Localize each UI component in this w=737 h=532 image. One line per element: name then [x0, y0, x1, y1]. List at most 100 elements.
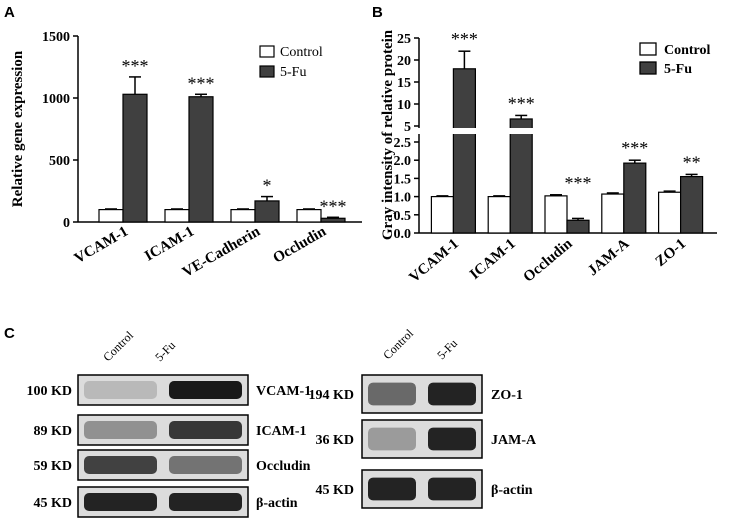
panel-label-b: B — [372, 4, 383, 21]
blot-lane-label: 5-Fu — [152, 338, 178, 364]
chart-b-significance: *** — [565, 173, 592, 193]
chart-b-y-tick-label: 1.0 — [394, 191, 412, 206]
chart-a-category-label: VCAM-1 — [72, 224, 131, 267]
blot-kd-label: 36 KD — [316, 433, 355, 448]
chart-b-legend-swatch-control — [639, 42, 657, 56]
chart-a-legend-control: Control — [280, 45, 323, 60]
chart-a-significance: *** — [320, 196, 347, 216]
chart-b-category-label: ICAM-1 — [467, 236, 519, 283]
chart-a-bar-control — [98, 209, 124, 223]
chart-b-y-tick-label: 1.5 — [394, 172, 412, 187]
chart-b-y-tick-label: 25 — [397, 32, 411, 47]
chart-b-legend-swatch-5fu — [639, 61, 657, 75]
chart-a-y-tick-label: 1500 — [42, 30, 70, 45]
chart-a-significance: * — [263, 176, 272, 196]
chart-b-category-label: VCAM-1 — [406, 236, 462, 286]
chart-a-bar-control — [230, 209, 256, 223]
panel-label-c: C — [4, 325, 15, 342]
panel-label-a: A — [4, 4, 15, 21]
blot-band — [84, 493, 157, 511]
chart-b-bar-5fu — [566, 219, 590, 234]
chart-a-y-tick-label: 500 — [49, 154, 70, 169]
blot-band — [169, 456, 242, 474]
chart-b-legend-5fu: 5-Fu — [664, 62, 692, 77]
blot-band — [368, 477, 416, 501]
blot-protein-label: Occludin — [256, 459, 311, 474]
chart-a-y-tick-label: 0 — [63, 216, 70, 231]
chart-b-bar-control — [657, 191, 682, 234]
chart-a-category-label: ICAM-1 — [142, 224, 197, 265]
blot-kd-label: 100 KD — [27, 384, 73, 399]
chart-a-legend-swatch-5fu — [259, 65, 275, 78]
blot-band — [169, 493, 242, 511]
blot-lane-label: 5-Fu — [434, 336, 460, 362]
blot-protein-label: ICAM-1 — [256, 424, 307, 439]
chart-b-y-tick-label: 2.5 — [394, 136, 412, 151]
chart-b-bar-5fu — [509, 118, 533, 234]
blot-lane-label: Control — [100, 328, 136, 364]
blot-protein-label: β-actin — [491, 483, 533, 498]
chart-b-legend-control: Control — [664, 43, 711, 58]
blot-band — [428, 477, 476, 501]
blot-protein-label: ZO-1 — [491, 388, 523, 403]
chart-a-bar-5fu — [254, 200, 280, 223]
blot-band — [84, 381, 157, 399]
chart-b-category-label: ZO-1 — [653, 236, 689, 270]
blot-kd-label: 45 KD — [316, 483, 355, 498]
chart-b-significance: *** — [451, 29, 478, 49]
chart-a-bar-5fu — [320, 217, 346, 223]
chart-a-legend-5fu: 5-Fu — [280, 65, 306, 80]
chart-b-category-label: Occludin — [521, 235, 576, 285]
blot-lane-label: Control — [380, 326, 416, 362]
chart-b-bar-5fu — [452, 68, 476, 234]
chart-b-significance: ** — [683, 152, 701, 172]
chart-a-y-tick-label: 1000 — [42, 92, 70, 107]
chart-b-bar-5fu — [679, 175, 704, 234]
blot-kd-label: 194 KD — [309, 388, 355, 403]
blot-band — [428, 427, 476, 451]
chart-b-y-tick-label: 2.0 — [394, 154, 412, 169]
chart-b-axis-break — [413, 128, 713, 134]
chart-b-y-tick-label: 0.0 — [394, 227, 412, 242]
western-blot-left: Control 5-Fu 100 KD VCAM-1 89 KD ICAM-1 59 KD O… — [27, 328, 311, 518]
blot-band — [169, 381, 242, 399]
chart-a-legend-swatch-control — [259, 45, 275, 58]
chart-b-y-tick-label: 5 — [404, 120, 411, 135]
blot-kd-label: 45 KD — [34, 496, 73, 511]
blot-protein-label: β-actin — [256, 496, 298, 511]
chart-a-significance: *** — [188, 73, 215, 93]
chart-a-bar-control — [164, 209, 190, 223]
chart-a-y-axis-label: Relative gene expression — [10, 50, 26, 207]
blot-band — [368, 382, 416, 406]
chart-b-y-tick-label: 15 — [397, 76, 411, 91]
blot-band — [169, 421, 242, 439]
chart-a-bar-5fu — [122, 93, 148, 223]
blot-protein-label: VCAM-1 — [256, 384, 311, 399]
chart-b-y-axis-label: Gray intensity of relative protein — [380, 29, 396, 240]
blot-kd-label: 59 KD — [34, 459, 73, 474]
chart-b-bar-control — [544, 195, 568, 234]
chart-b-category-label: JAM-A — [585, 236, 632, 279]
chart-a-significance: *** — [122, 56, 149, 76]
blot-band — [428, 382, 476, 406]
chart-b-bar-control — [601, 193, 625, 234]
blot-band — [84, 421, 157, 439]
blot-band — [84, 456, 157, 474]
chart-a-bar-5fu — [188, 96, 214, 223]
chart-b-y-tick-label: 10 — [397, 98, 411, 113]
chart-a-category-label: Occludin — [270, 223, 329, 266]
chart-b-y-tick-label: 20 — [397, 54, 411, 69]
chart-b-significance: *** — [621, 138, 648, 158]
chart-b-bar-control — [487, 196, 511, 234]
chart-b-y-tick-label: 0.5 — [394, 209, 412, 224]
blot-kd-label: 89 KD — [34, 424, 73, 439]
chart-b-significance: *** — [508, 93, 535, 113]
blot-protein-label: JAM-A — [491, 433, 537, 448]
chart-a-bar-control — [296, 209, 322, 223]
western-blot-right: Control 5-Fu 194 KD ZO-1 36 KD JAM-A 45 KD β-ac… — [309, 326, 537, 509]
blot-band — [368, 427, 416, 451]
chart-b-bar-5fu — [623, 162, 647, 234]
